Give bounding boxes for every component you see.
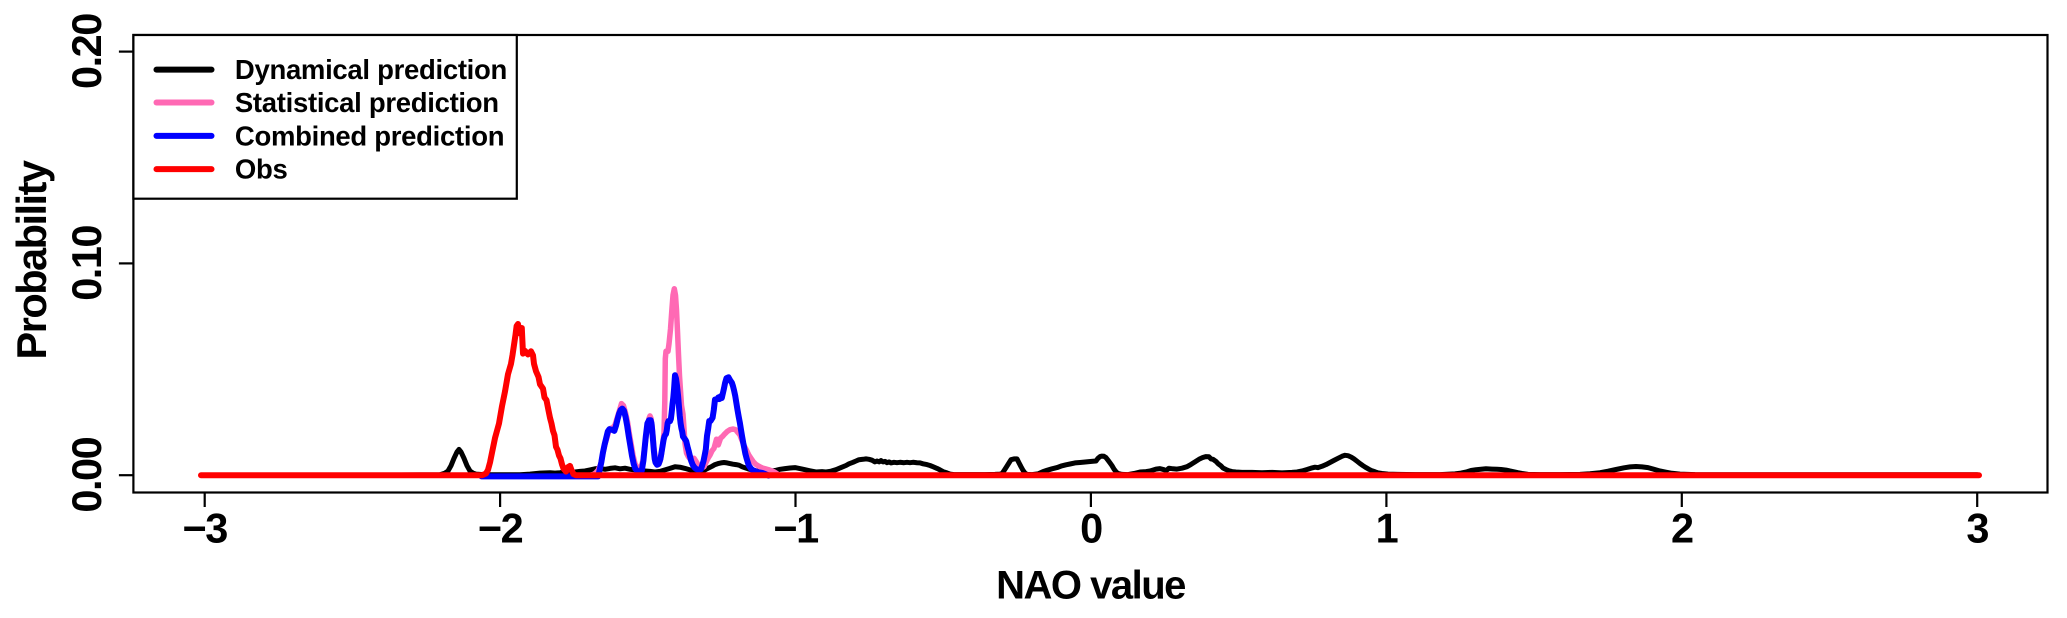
svg-text:2: 2 [1671,505,1693,552]
svg-text:0: 0 [1080,505,1102,552]
svg-text:0.20: 0.20 [63,14,110,89]
svg-text:1: 1 [1376,505,1398,552]
svg-text:−2: −2 [478,505,523,552]
svg-text:0.00: 0.00 [63,437,110,512]
svg-text:Combined prediction: Combined prediction [235,120,504,151]
svg-text:Obs: Obs [235,154,288,185]
svg-text:NAO value: NAO value [996,564,1185,608]
svg-text:3: 3 [1966,505,1988,552]
svg-text:−1: −1 [773,505,818,552]
svg-text:Statistical prediction: Statistical prediction [235,87,499,118]
svg-text:0.10: 0.10 [63,226,110,301]
svg-text:−3: −3 [183,505,228,552]
svg-text:Probability: Probability [8,160,55,359]
svg-text:Dynamical prediction: Dynamical prediction [235,54,507,85]
